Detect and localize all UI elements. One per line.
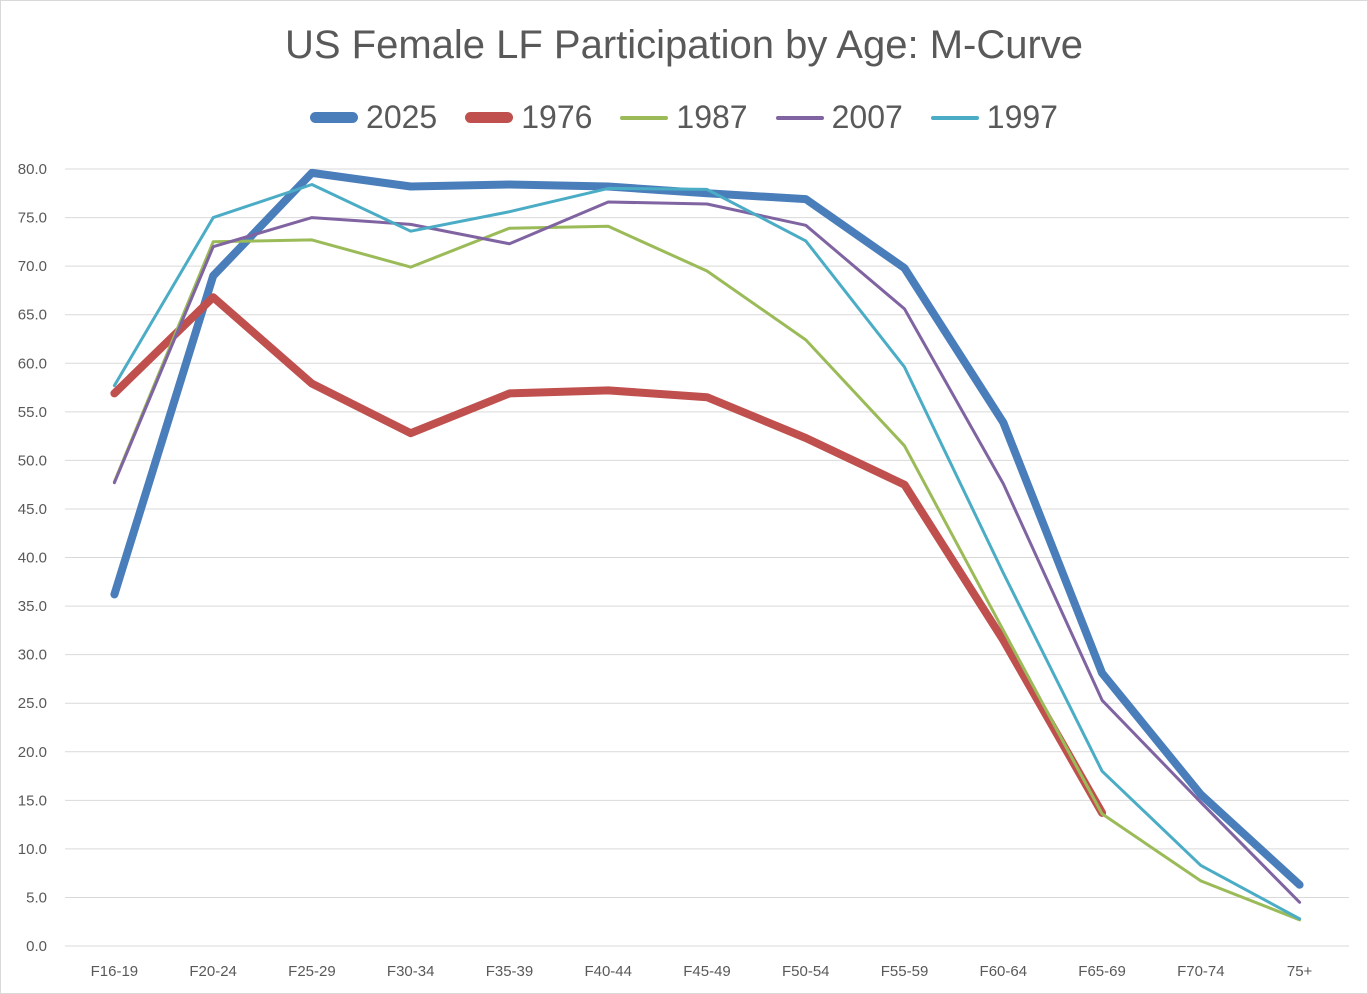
y-tick-label: 65.0 [18,307,47,324]
x-tick-label: F40-44 [584,963,632,980]
series-line-2007 [112,200,1302,904]
legend: 2025 1976 1987 2007 1997 [1,99,1367,136]
y-tick-label: 50.0 [18,452,47,469]
y-tick-label: 25.0 [18,695,47,712]
y-tick-label: 40.0 [18,550,47,567]
legend-item-2025: 2025 [310,99,437,136]
legend-swatch [465,112,514,123]
legend-label: 2007 [831,99,903,135]
y-tick-label: 20.0 [18,744,47,761]
y-tick-label: 55.0 [18,404,47,421]
legend-swatch [930,115,979,120]
y-tick-label: 70.0 [18,258,47,275]
y-tick-label: 80.0 [18,161,47,178]
y-tick-label: 75.0 [18,210,47,227]
y-tick-label: 5.0 [26,889,47,906]
y-tick-label: 0.0 [26,938,47,955]
x-tick-label: F16-19 [91,963,139,980]
x-tick-label: F50-54 [782,963,830,980]
series-line-1987 [112,224,1302,922]
y-tick-label: 10.0 [18,841,47,858]
x-tick-label: F25-29 [288,963,336,980]
legend-swatch [310,112,359,123]
legend-label: 1997 [986,99,1058,135]
x-tick-label: F65-69 [1078,963,1126,980]
x-tick-label: F55-59 [881,963,929,980]
legend-item-1987: 1987 [620,99,748,136]
x-tick-label: F30-34 [387,963,435,980]
series-line-2025 [110,168,1304,889]
legend-item-1976: 1976 [465,99,592,136]
y-tick-label: 45.0 [18,501,47,518]
x-tick-label: F70-74 [1177,963,1225,980]
legend-item-2007: 2007 [775,99,903,136]
legend-label: 1976 [521,99,593,135]
chart-title: US Female LF Participation by Age: M-Cur… [284,23,1084,67]
y-tick-label: 35.0 [18,598,47,615]
series-line-1976 [110,293,1107,817]
legend-label: 2025 [366,99,438,135]
y-tick-label: 15.0 [18,792,47,809]
y-tick-label: 30.0 [18,647,47,664]
x-tick-label: F35-39 [486,963,534,980]
x-tick-label: 75+ [1287,963,1313,980]
x-tick-label: F60-64 [980,963,1028,980]
series-line-1997 [112,183,1302,921]
x-tick-label: F45-49 [683,963,731,980]
legend-label: 1987 [676,99,748,135]
x-tick-label: F20-24 [189,963,237,980]
y-tick-label: 60.0 [18,355,47,372]
legend-swatch [775,115,824,120]
legend-swatch [620,115,669,120]
legend-item-1997: 1997 [930,99,1058,136]
